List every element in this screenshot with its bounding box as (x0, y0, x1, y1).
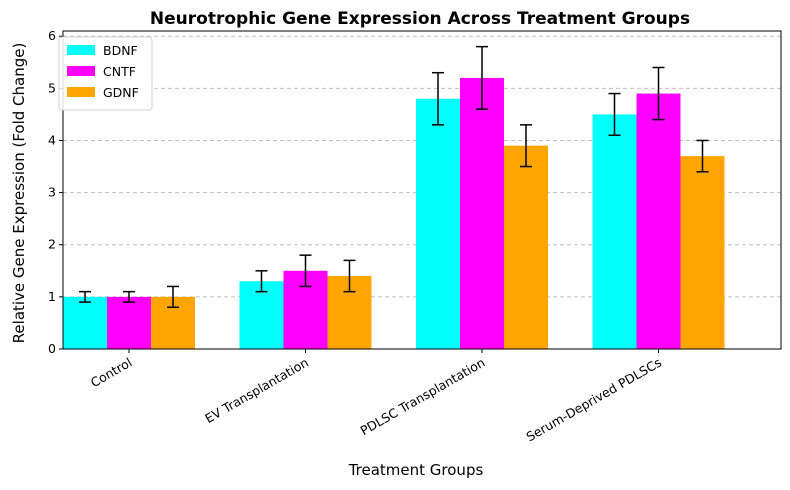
chart-title: Neurotrophic Gene Expression Across Trea… (150, 9, 690, 29)
y-tick-label: 0 (48, 341, 56, 356)
legend-swatch-cntf (67, 66, 95, 76)
legend-swatch-bdnf (67, 45, 95, 55)
legend-label-cntf: CNTF (103, 64, 136, 79)
x-tick-label: EV Transplantation (202, 355, 311, 426)
y-tick-label: 2 (48, 237, 56, 252)
x-tick-label: Control (88, 355, 135, 391)
bar-cntf (460, 77, 504, 349)
bar-cntf (107, 296, 151, 349)
legend-label-gdnf: GDNF (103, 85, 139, 100)
y-axis: 0 1 2 3 4 5 6 (48, 28, 63, 356)
bar-gdnf (680, 156, 725, 349)
legend-label-bdnf: BDNF (103, 43, 138, 58)
legend: BDNF CNTF GDNF (58, 36, 153, 111)
bar-bdnf (416, 98, 460, 349)
y-axis-label: Relative Gene Expression (Fold Change) (10, 43, 28, 344)
legend-swatch-gdnf (67, 87, 95, 97)
plot-frame (62, 30, 782, 350)
x-axis-label: Treatment Groups (348, 461, 484, 479)
bar-gdnf (504, 145, 548, 349)
bars (63, 77, 725, 350)
y-tick-label: 3 (48, 185, 56, 200)
bar-bdnf (239, 281, 284, 349)
error-bars (79, 45, 709, 309)
x-tick-label: Serum-Deprived PDLSCs (524, 355, 664, 445)
y-tick-label: 4 (48, 132, 56, 147)
y-tick-label: 1 (48, 289, 56, 304)
bar-bdnf (592, 114, 637, 349)
bar-cntf (636, 93, 681, 350)
y-tick-label: 5 (48, 80, 56, 95)
x-axis: Control EV Transplantation PDLSC Transplan… (88, 349, 664, 444)
x-tick-label: PDLSC Transplantation (358, 355, 488, 439)
y-tick-label: 6 (48, 28, 56, 43)
bar-bdnf (63, 296, 107, 349)
